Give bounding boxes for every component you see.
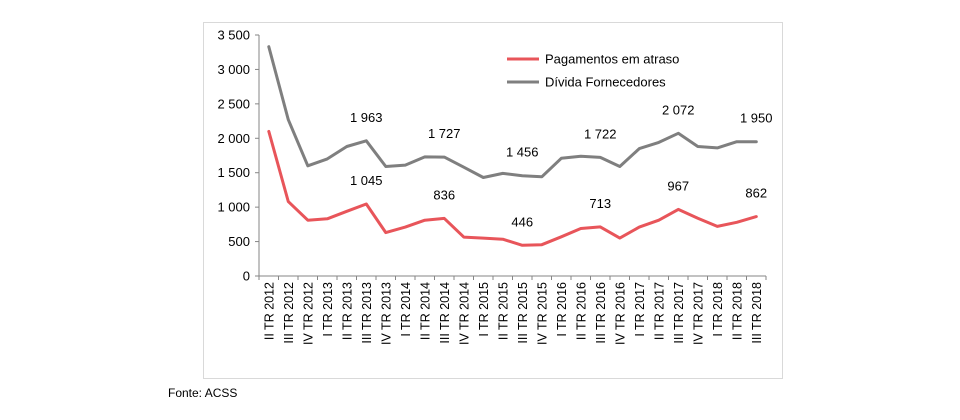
x-tick-label: III TR 2015: [516, 282, 530, 344]
data-label: 967: [667, 178, 689, 193]
data-label: 446: [511, 214, 533, 229]
legend: Pagamentos em atraso Dívida Fornecedores: [507, 52, 679, 90]
data-label: 1 963: [350, 110, 383, 125]
x-tick-label: I TR 2016: [555, 282, 569, 337]
line-chart: 0 500 1 000 1 500 2 000 2 500 3 000 3 500 II TR…: [217, 28, 773, 346]
x-tick-label: II TR 2015: [496, 282, 510, 340]
data-label: 1 456: [506, 145, 539, 160]
x-tick-label: III TR 2013: [360, 282, 374, 344]
y-tick-label: 3 000: [217, 62, 250, 77]
x-tick-label: II TR 2016: [574, 282, 588, 340]
x-tick-label: IV TR 2015: [535, 282, 549, 345]
series-line: [267, 129, 758, 247]
y-tick-label: 500: [228, 234, 250, 249]
x-tick-label: III TR 2012: [282, 282, 296, 344]
x-tick-label: III TR 2014: [438, 282, 452, 344]
x-tick-label: I TR 2017: [633, 282, 647, 337]
x-tick-label: I TR 2013: [321, 282, 335, 337]
x-tick-label: I TR 2014: [399, 282, 413, 337]
data-label: 836: [433, 187, 455, 202]
data-label: 1 045: [350, 173, 383, 188]
x-tick-label: III TR 2016: [594, 282, 608, 344]
x-tick-label: IV TR 2016: [613, 282, 627, 345]
x-axis-ticks: II TR 2012 III TR 2012 IV TR 2012 I TR 2013…: [258, 276, 767, 345]
legend-label: Pagamentos em atraso: [545, 52, 679, 67]
y-axis-ticks: 0 500 1 000 1 500 2 000 2 500 3 000 3 500: [217, 28, 259, 284]
y-tick-label: 1 500: [217, 165, 250, 180]
source-note: Fonte: ACSS: [168, 386, 238, 400]
x-tick-label: II TR 2014: [418, 282, 432, 340]
y-tick-label: 2 500: [217, 96, 250, 111]
x-tick-label: III TR 2018: [750, 282, 764, 344]
x-tick-label: I TR 2018: [711, 282, 725, 337]
x-tick-label: II TR 2013: [340, 282, 354, 340]
data-label: 2 072: [662, 102, 695, 117]
data-label: 862: [745, 186, 767, 201]
x-tick-label: IV TR 2013: [379, 282, 393, 345]
chart-frame: 0 500 1 000 1 500 2 000 2 500 3 000 3 500 II TR…: [203, 22, 783, 379]
x-tick-label: II TR 2012: [262, 282, 276, 340]
x-tick-label: IV TR 2012: [301, 282, 315, 345]
y-tick-label: 3 500: [217, 28, 250, 43]
series-lines: [267, 45, 758, 247]
y-tick-label: 2 000: [217, 131, 250, 146]
legend-label: Dívida Fornecedores: [545, 75, 666, 90]
x-tick-label: II TR 2017: [652, 282, 666, 340]
y-tick-label: 1 000: [217, 200, 250, 215]
x-tick-label: I TR 2015: [477, 282, 491, 337]
data-label: 713: [589, 196, 611, 211]
data-labels: 1 045 836 446 713 967 862 1 963 1 727 1 456 1 722…: [350, 102, 773, 229]
x-tick-label: IV TR 2014: [457, 282, 471, 345]
x-tick-label: IV TR 2017: [691, 282, 705, 345]
x-tick-label: III TR 2017: [672, 282, 686, 344]
series-line: [267, 45, 758, 179]
y-tick-label: 0: [243, 269, 250, 284]
data-label: 1 722: [584, 126, 617, 141]
data-label: 1 727: [428, 126, 461, 141]
x-tick-label: II TR 2018: [730, 282, 744, 340]
data-label: 1 950: [740, 111, 773, 126]
